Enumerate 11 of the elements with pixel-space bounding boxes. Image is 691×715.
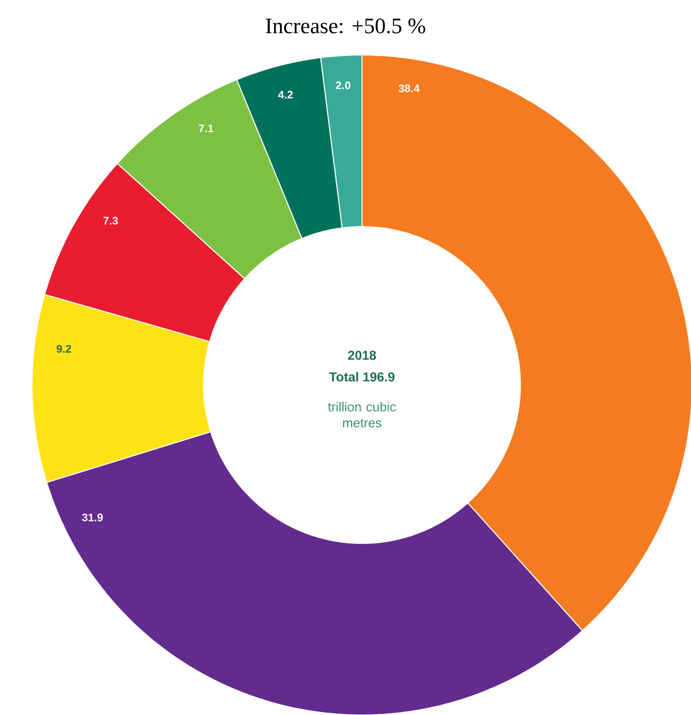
text: 2018 [348,350,376,360]
data-label: 7.1 [198,124,214,132]
text: Total 196.9 [329,372,395,382]
data-label: 4.2 [278,90,293,98]
data-label: 7.3 [103,216,118,225]
data-label: 9.2 [56,344,72,353]
text: trillion cubic metres [328,402,396,428]
data-label: 38.4 [398,84,420,92]
chart-title: Increase: +50.5 % [266,18,426,34]
data-label: 31.9 [82,514,103,522]
data-label: 2.0 [336,81,350,90]
